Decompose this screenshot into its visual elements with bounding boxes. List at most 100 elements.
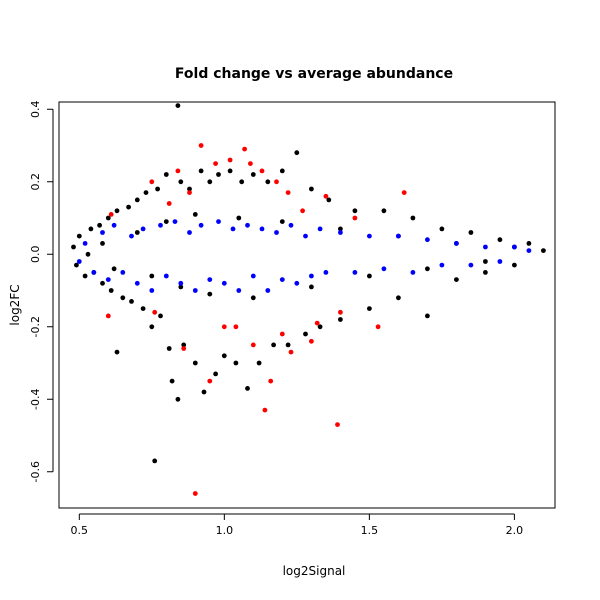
data-points: [71, 103, 546, 496]
data-point: [88, 226, 94, 232]
data-point: [213, 161, 219, 167]
data-point: [198, 143, 204, 148]
data-point: [134, 280, 140, 286]
data-point: [187, 230, 192, 235]
data-point: [192, 288, 198, 293]
data-point: [100, 241, 105, 246]
data-point: [483, 259, 488, 264]
data-point: [309, 186, 314, 192]
data-point: [97, 222, 102, 228]
x-tick-label: 0.5: [71, 524, 89, 537]
data-point: [207, 179, 213, 185]
data-point: [82, 241, 88, 246]
data-point: [250, 273, 256, 279]
data-point: [317, 324, 323, 330]
data-point: [129, 233, 134, 239]
x-tick-label: 1.5: [361, 524, 379, 537]
data-point: [367, 273, 372, 279]
data-point: [335, 422, 340, 427]
data-point: [233, 324, 239, 330]
data-point: [259, 168, 265, 174]
x-axis: 0.5 1.0 1.5 2.0: [71, 513, 523, 537]
data-point: [242, 146, 248, 152]
data-point: [181, 346, 187, 351]
data-point: [323, 193, 329, 199]
data-point: [230, 226, 236, 232]
data-point: [512, 262, 517, 268]
data-point: [120, 270, 126, 275]
data-point: [155, 186, 161, 192]
data-point: [158, 222, 163, 228]
data-point: [309, 284, 314, 290]
data-point: [166, 201, 172, 206]
y-axis-label: log2FC: [8, 284, 22, 325]
data-point: [152, 309, 158, 315]
data-point: [352, 215, 358, 221]
data-point: [468, 230, 474, 235]
data-point: [198, 222, 204, 228]
data-point: [288, 222, 294, 228]
data-point: [309, 338, 314, 344]
y-tick-label: 0.0: [29, 246, 42, 264]
y-tick-label: -0.2: [29, 316, 42, 337]
data-point: [178, 284, 184, 290]
data-point: [221, 324, 227, 330]
data-point: [483, 244, 488, 250]
data-point: [213, 371, 219, 377]
data-point: [82, 273, 88, 279]
data-point: [314, 320, 320, 326]
data-point: [108, 288, 114, 293]
data-point: [143, 190, 149, 196]
data-point: [233, 360, 239, 366]
x-axis-label: log2Signal: [283, 564, 346, 578]
data-point: [309, 273, 314, 279]
data-point: [250, 172, 256, 177]
data-point: [149, 288, 155, 293]
data-point: [352, 208, 358, 214]
data-point: [285, 342, 291, 348]
data-point: [201, 389, 207, 395]
data-point: [271, 342, 276, 348]
data-point: [338, 226, 343, 232]
data-point: [100, 280, 105, 286]
data-point: [169, 378, 175, 384]
y-tick-label: -0.6: [29, 461, 42, 482]
y-tick-label: 0.2: [29, 173, 42, 191]
data-point: [279, 277, 285, 282]
data-point: [396, 295, 401, 301]
data-point: [227, 168, 233, 174]
data-point: [163, 273, 169, 279]
data-point: [178, 179, 184, 185]
data-point: [216, 172, 221, 177]
data-point: [250, 295, 256, 301]
data-point: [85, 251, 91, 257]
data-point: [207, 291, 213, 297]
data-point: [526, 248, 532, 254]
data-point: [236, 215, 242, 221]
data-point: [303, 233, 308, 239]
data-point: [317, 226, 323, 232]
data-point: [134, 197, 140, 203]
data-point: [483, 270, 488, 275]
data-point: [497, 259, 503, 264]
data-point: [134, 230, 140, 235]
data-point: [410, 270, 416, 275]
data-point: [187, 186, 192, 192]
data-point: [294, 280, 300, 286]
data-point: [221, 280, 227, 286]
data-point: [439, 226, 445, 232]
data-point: [126, 204, 131, 210]
data-point: [163, 219, 169, 225]
data-point: [303, 331, 308, 337]
data-point: [497, 237, 503, 243]
data-point: [163, 172, 169, 177]
data-point: [245, 222, 250, 228]
data-point: [541, 248, 546, 254]
data-point: [262, 407, 268, 413]
data-point: [381, 266, 387, 272]
data-point: [285, 190, 291, 196]
data-point: [375, 324, 381, 330]
data-point: [526, 241, 532, 246]
chart-title: Fold change vs average abundance: [175, 66, 453, 82]
